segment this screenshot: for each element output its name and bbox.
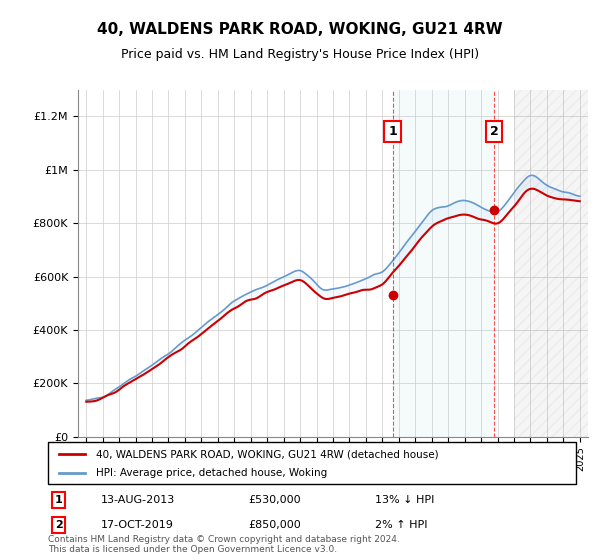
Text: 1: 1 (388, 125, 397, 138)
Text: 2: 2 (55, 520, 62, 530)
Text: 17-OCT-2019: 17-OCT-2019 (101, 520, 173, 530)
Text: 13% ↓ HPI: 13% ↓ HPI (376, 495, 435, 505)
Text: 1: 1 (55, 495, 62, 505)
Text: 2: 2 (490, 125, 499, 138)
Text: 2% ↑ HPI: 2% ↑ HPI (376, 520, 428, 530)
Text: 13-AUG-2013: 13-AUG-2013 (101, 495, 175, 505)
FancyBboxPatch shape (48, 442, 576, 484)
Text: 40, WALDENS PARK ROAD, WOKING, GU21 4RW (detached house): 40, WALDENS PARK ROAD, WOKING, GU21 4RW … (95, 449, 438, 459)
Text: £530,000: £530,000 (248, 495, 301, 505)
Text: Price paid vs. HM Land Registry's House Price Index (HPI): Price paid vs. HM Land Registry's House … (121, 48, 479, 60)
Text: £850,000: £850,000 (248, 520, 301, 530)
Text: 40, WALDENS PARK ROAD, WOKING, GU21 4RW: 40, WALDENS PARK ROAD, WOKING, GU21 4RW (97, 22, 503, 38)
Bar (514, 90, 588, 437)
Bar (392, 90, 494, 437)
Text: Contains HM Land Registry data © Crown copyright and database right 2024.
This d: Contains HM Land Registry data © Crown c… (48, 535, 400, 554)
Text: HPI: Average price, detached house, Woking: HPI: Average price, detached house, Woki… (95, 468, 327, 478)
